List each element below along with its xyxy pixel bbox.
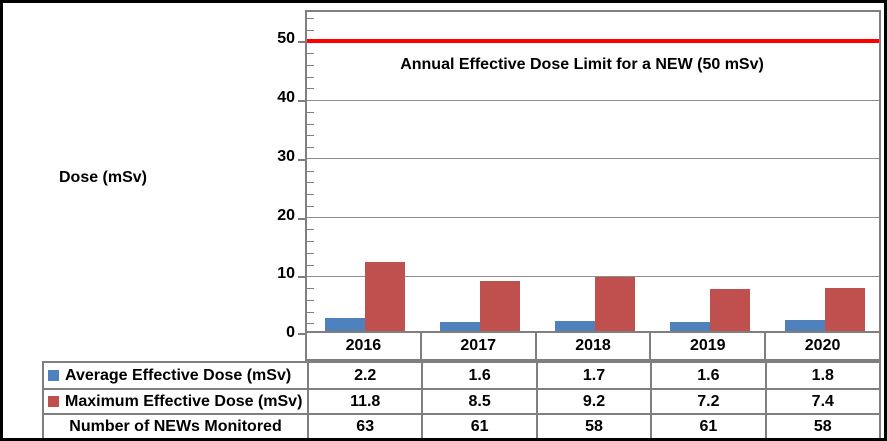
bar-maximum-2016 bbox=[364, 261, 405, 331]
data-table: Average Effective Dose (mSv) 2.2 1.6 1.7 1.6… bbox=[42, 361, 881, 438]
y-axis-minor-tick bbox=[307, 299, 314, 301]
y-axis-tick-label: 50 bbox=[277, 30, 295, 48]
y-axis-minor-tick bbox=[307, 64, 314, 66]
y-axis-minor-tick bbox=[307, 241, 314, 243]
y-axis-major-tick bbox=[298, 41, 306, 44]
bar-maximum-2017 bbox=[479, 281, 520, 331]
y-axis-major-tick bbox=[298, 217, 306, 220]
bar-maximum-2018 bbox=[595, 276, 635, 331]
table-value-cell: 1.6 bbox=[421, 363, 535, 388]
table-row-label: Number of NEWs Monitored bbox=[44, 413, 307, 438]
table-value-cell: 1.8 bbox=[764, 363, 879, 388]
y-axis-minor-tick bbox=[307, 17, 314, 19]
bar-maximum-2020 bbox=[825, 287, 866, 331]
table-row-label-text: Average Effective Dose (mSv) bbox=[65, 366, 292, 384]
y-axis-minor-tick bbox=[307, 76, 314, 78]
y-axis-major-tick bbox=[298, 100, 306, 103]
y-axis-minor-tick bbox=[307, 53, 314, 55]
table-value-cell: 8.5 bbox=[421, 388, 536, 413]
legend-swatch bbox=[48, 370, 59, 381]
table-row-label: Average Effective Dose (mSv) bbox=[44, 363, 307, 388]
table-row-label-text: Number of NEWs Monitored bbox=[69, 417, 282, 435]
gridline bbox=[307, 275, 879, 277]
legend-swatch bbox=[48, 396, 59, 407]
table-value-cell: 2.2 bbox=[307, 363, 421, 388]
plot-area: Annual Effective Dose Limit for a NEW (5… bbox=[298, 10, 881, 335]
year-cell: 2016 bbox=[307, 333, 422, 359]
year-cell: 2020 bbox=[804, 337, 841, 354]
table-value-cell: 61 bbox=[650, 413, 765, 438]
y-axis-minor-tick bbox=[307, 252, 314, 254]
bar-average-2018 bbox=[555, 321, 595, 331]
y-axis-minor-tick bbox=[307, 147, 314, 149]
x-axis-category-row: 2016 2017 2018 2019 2020 bbox=[305, 333, 881, 361]
year-cell: 2018 bbox=[537, 333, 652, 359]
y-axis-minor-tick bbox=[307, 170, 314, 172]
y-axis-tick-label: 40 bbox=[277, 89, 295, 107]
y-axis-minor-tick bbox=[307, 311, 314, 313]
gridline bbox=[307, 158, 879, 160]
bar-average-2017 bbox=[439, 321, 480, 331]
y-axis-tick-label: 0 bbox=[286, 324, 295, 341]
table-row-label-text: Maximum Effective Dose (mSv) bbox=[65, 392, 303, 410]
table-value-cell: 61 bbox=[421, 413, 536, 438]
chart-title: Annual Effective Dose Limit for a NEW (5… bbox=[400, 56, 764, 73]
gridline bbox=[307, 99, 879, 101]
bar-average-2019 bbox=[670, 321, 711, 331]
y-axis-major-tick bbox=[298, 333, 306, 335]
table-value-cell: 7.4 bbox=[764, 388, 879, 413]
y-axis-minor-tick bbox=[307, 288, 314, 290]
bar-average-2016 bbox=[324, 318, 365, 331]
table-row-label: Maximum Effective Dose (mSv) bbox=[44, 388, 307, 413]
y-axis-title: Dose (mSv) bbox=[58, 169, 148, 186]
table-value-cell: 63 bbox=[307, 413, 422, 438]
y-axis-minor-tick bbox=[307, 264, 314, 266]
dose-limit-line bbox=[307, 39, 879, 44]
table-value-cell: 58 bbox=[535, 413, 651, 438]
y-axis-minor-tick bbox=[307, 29, 314, 31]
y-axis-minor-tick bbox=[307, 88, 314, 90]
table-value-cell: 9.2 bbox=[535, 388, 651, 413]
y-axis-tick-label: 10 bbox=[277, 265, 295, 283]
y-axis-minor-tick bbox=[307, 194, 314, 196]
bar-average-2020 bbox=[785, 320, 826, 331]
y-axis-major-tick bbox=[298, 276, 306, 279]
table-value-cell: 7.2 bbox=[650, 388, 765, 413]
y-axis-tick-label: 20 bbox=[277, 206, 295, 224]
y-axis-minor-tick bbox=[307, 229, 314, 231]
table-value-cell: 1.7 bbox=[535, 363, 650, 388]
gridline bbox=[307, 217, 879, 219]
y-axis-major-tick bbox=[298, 158, 306, 161]
y-axis-minor-tick bbox=[307, 123, 314, 125]
year-cell: 2017 bbox=[422, 333, 537, 359]
y-axis-minor-tick bbox=[307, 182, 314, 184]
year-cell: 2019 bbox=[651, 333, 767, 359]
y-axis-tick-label: 30 bbox=[277, 147, 295, 165]
bar-maximum-2019 bbox=[710, 288, 751, 331]
y-axis-minor-tick bbox=[307, 135, 314, 137]
y-axis-minor-tick bbox=[307, 205, 314, 207]
table-value-cell: 1.6 bbox=[650, 363, 764, 388]
y-axis-minor-tick bbox=[307, 111, 314, 113]
table-value-cell: 58 bbox=[764, 413, 879, 438]
y-axis-minor-tick bbox=[307, 323, 314, 325]
table-value-cell: 11.8 bbox=[307, 388, 422, 413]
